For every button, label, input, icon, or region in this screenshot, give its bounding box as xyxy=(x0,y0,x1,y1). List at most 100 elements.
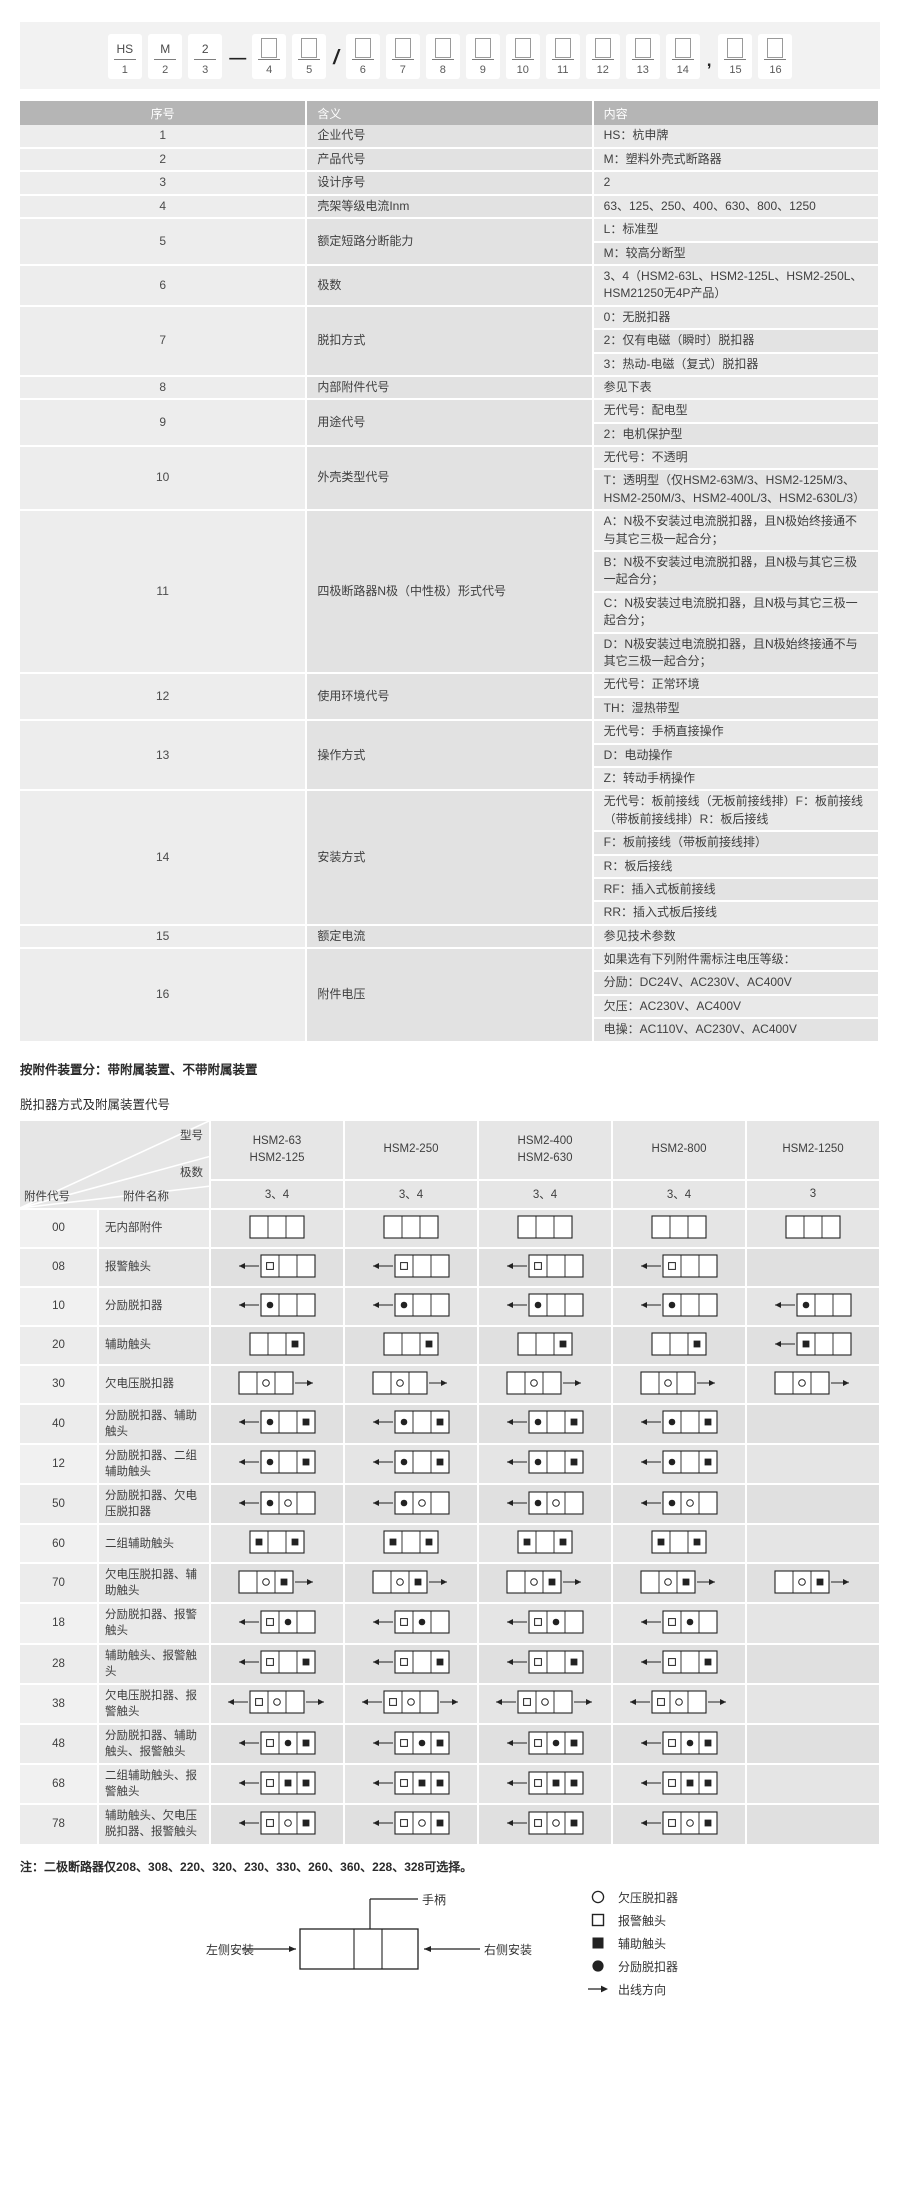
header-content: 内容 xyxy=(592,101,881,125)
empty-box-icon xyxy=(674,37,691,58)
acc-poles-header-1: 3、4 xyxy=(210,1179,345,1210)
spec-row-index: 14 xyxy=(20,790,308,926)
acc-breaker-diagram-cell xyxy=(478,1804,613,1846)
breaker-diagram-icon xyxy=(516,1529,574,1555)
acc-table-row: 12 分励脱扣器、二组辅助触头 xyxy=(20,1443,881,1486)
acc-breaker-diagram-cell xyxy=(746,1764,881,1806)
spec-row-content: A：N极不安装过电流脱扣器，且N极始终接通不与其它三极一起合分； xyxy=(592,510,881,553)
acc-breaker-diagram-cell xyxy=(612,1603,747,1645)
spec-row-meaning: 用途代号 xyxy=(306,399,594,448)
acc-breaker-diagram-cell xyxy=(478,1286,613,1327)
acc-model-name-line: HSM2-250 xyxy=(383,1143,439,1156)
spec-row: 13 操作方式 无代号：手柄直接操作 xyxy=(20,720,881,792)
spec-row-meaning: 额定短路分断能力 xyxy=(306,218,594,266)
acc-breaker-diagram-cell xyxy=(210,1247,345,1288)
acc-breaker-diagram-cell xyxy=(344,1764,479,1806)
spec-row: TH：湿热带型 xyxy=(20,696,881,722)
empty-box-icon xyxy=(727,37,744,58)
spec-row-content: 2：电机保护型 xyxy=(592,422,881,448)
code-cell-1[interactable]: HS 1 xyxy=(107,34,143,79)
breaker-diagram-icon xyxy=(237,1609,317,1635)
acc-row-name: 欠电压脱扣器、辅助触头 xyxy=(98,1563,211,1605)
spec-row-content: HS：杭申牌 xyxy=(592,125,881,149)
acc-row-code: 48 xyxy=(20,1723,99,1766)
header-meaning: 含义 xyxy=(306,101,594,125)
code-cell-index-11: 11 xyxy=(557,64,569,76)
acc-breaker-diagram-cell xyxy=(612,1643,747,1685)
spec-row-content: M：较高分断型 xyxy=(592,241,881,266)
spec-row: C：N极安装过电流脱扣器，且N极与其它三极一起合分； xyxy=(20,591,881,634)
accessory-code-table: 型号 极数 附件代号 附件名称 HSM2-63 HSM2-125 HSM2-250 HSM2-… xyxy=(20,1120,881,1846)
breaker-diagram-icon xyxy=(516,1214,574,1240)
spec-row-index: 1 xyxy=(20,125,308,149)
breaker-diagram-icon xyxy=(639,1370,719,1396)
acc-breaker-diagram-cell xyxy=(210,1683,345,1725)
breaker-diagram-icon xyxy=(248,1331,306,1357)
code-cell-15[interactable]: 15 xyxy=(718,34,753,79)
acc-breaker-diagram-cell xyxy=(746,1804,881,1846)
corner-label-code: 附件代号 xyxy=(24,1190,70,1203)
code-cell-index-12: 12 xyxy=(596,64,609,76)
corner-label-poles: 极数 xyxy=(180,1166,203,1179)
acc-breaker-diagram-cell xyxy=(746,1443,881,1486)
breaker-diagram-icon xyxy=(639,1730,719,1756)
acc-breaker-diagram-cell xyxy=(210,1403,345,1445)
code-cell-16[interactable]: 16 xyxy=(758,34,793,79)
acc-breaker-diagram-cell xyxy=(478,1325,613,1366)
code-cell-14[interactable]: 14 xyxy=(665,34,700,79)
code-cell-empty-box-5 xyxy=(298,37,321,60)
legend-section: 手柄 左侧安装 右侧安装 欠压脱扣器 报警触头 辅助触头 分励脱扣器 出线方向 xyxy=(20,1885,880,2003)
code-cell-index-8: 8 xyxy=(439,64,446,76)
breaker-diagram-icon xyxy=(773,1292,853,1318)
acc-table-row: 78 辅助触头、欠电压脱扣器、报警触头 xyxy=(20,1804,881,1846)
acc-table-row: 68 二组辅助触头、报警触头 xyxy=(20,1764,881,1806)
breaker-diagram-icon xyxy=(371,1449,451,1475)
breaker-diagram-icon xyxy=(237,1449,317,1475)
code-cell-4[interactable]: 4 xyxy=(252,34,287,79)
acc-poles-header-3: 3、4 xyxy=(478,1179,613,1210)
acc-breaker-diagram-cell xyxy=(210,1325,345,1366)
breaker-diagram-icon xyxy=(505,1449,585,1475)
legend-circle-o-icon xyxy=(588,1890,608,1904)
acc-row-code: 68 xyxy=(20,1764,99,1806)
acc-model-header-3: HSM2-400 HSM2-630 xyxy=(478,1120,613,1181)
code-cell-index-9: 9 xyxy=(479,64,486,76)
code-cell-9[interactable]: 9 xyxy=(465,34,500,79)
spec-row: RF：插入式板前接线 xyxy=(20,877,881,903)
acc-breaker-diagram-cell xyxy=(478,1683,613,1725)
spec-row: 15 额定电流 参见技术参数 xyxy=(20,924,881,950)
acc-model-name-line: HSM2-400 xyxy=(517,1134,573,1147)
acc-table-row: 00 无内部附件 xyxy=(20,1208,881,1249)
empty-box-icon xyxy=(354,37,371,58)
acc-breaker-diagram-cell xyxy=(210,1643,345,1685)
code-cell-10[interactable]: 10 xyxy=(505,34,540,79)
acc-breaker-diagram-cell xyxy=(746,1484,881,1526)
breaker-diagram-icon xyxy=(371,1770,451,1796)
acc-breaker-diagram-cell xyxy=(344,1484,479,1526)
code-cell-12[interactable]: 12 xyxy=(585,34,620,79)
spec-row-content: 参见下表 xyxy=(592,375,881,401)
code-cell-13[interactable]: 13 xyxy=(625,34,660,79)
spec-row: T：透明型（仅HSM2-63M/3、HSM2-125M/3、HSM2-250M/… xyxy=(20,469,881,512)
spec-row-content: 无代号：不透明 xyxy=(592,446,881,471)
code-cell-empty-box-10 xyxy=(511,37,534,60)
spec-row-content: 0：无脱扣器 xyxy=(592,305,881,331)
breaker-diagram-icon xyxy=(639,1292,719,1318)
code-cell-5[interactable]: 5 xyxy=(292,34,327,79)
spec-row-content: M：塑料外壳式断路器 xyxy=(592,148,881,173)
code-cell-11[interactable]: 11 xyxy=(545,34,580,79)
code-cell-6[interactable]: 6 xyxy=(345,34,380,79)
breaker-diagram-icon xyxy=(639,1449,719,1475)
spec-row: F：板前接线（带板前接线排） xyxy=(20,831,881,856)
spec-row: 6 极数 3、4（HSM2-63L、HSM2-125L、HSM2-250L、HSM2… xyxy=(20,264,881,307)
code-cell-7[interactable]: 7 xyxy=(385,34,420,79)
right-install-label: 右侧安装 xyxy=(483,1942,532,1957)
code-cell-index-1: 1 xyxy=(121,64,128,76)
spec-row-content: R：板后接线 xyxy=(592,854,881,879)
code-cell-8[interactable]: 8 xyxy=(425,34,460,79)
acc-breaker-diagram-cell xyxy=(746,1403,881,1445)
footnote: 注：二极断路器仅208、308、220、320、230、330、260、360、… xyxy=(20,1859,473,1874)
acc-breaker-diagram-cell xyxy=(478,1208,613,1249)
